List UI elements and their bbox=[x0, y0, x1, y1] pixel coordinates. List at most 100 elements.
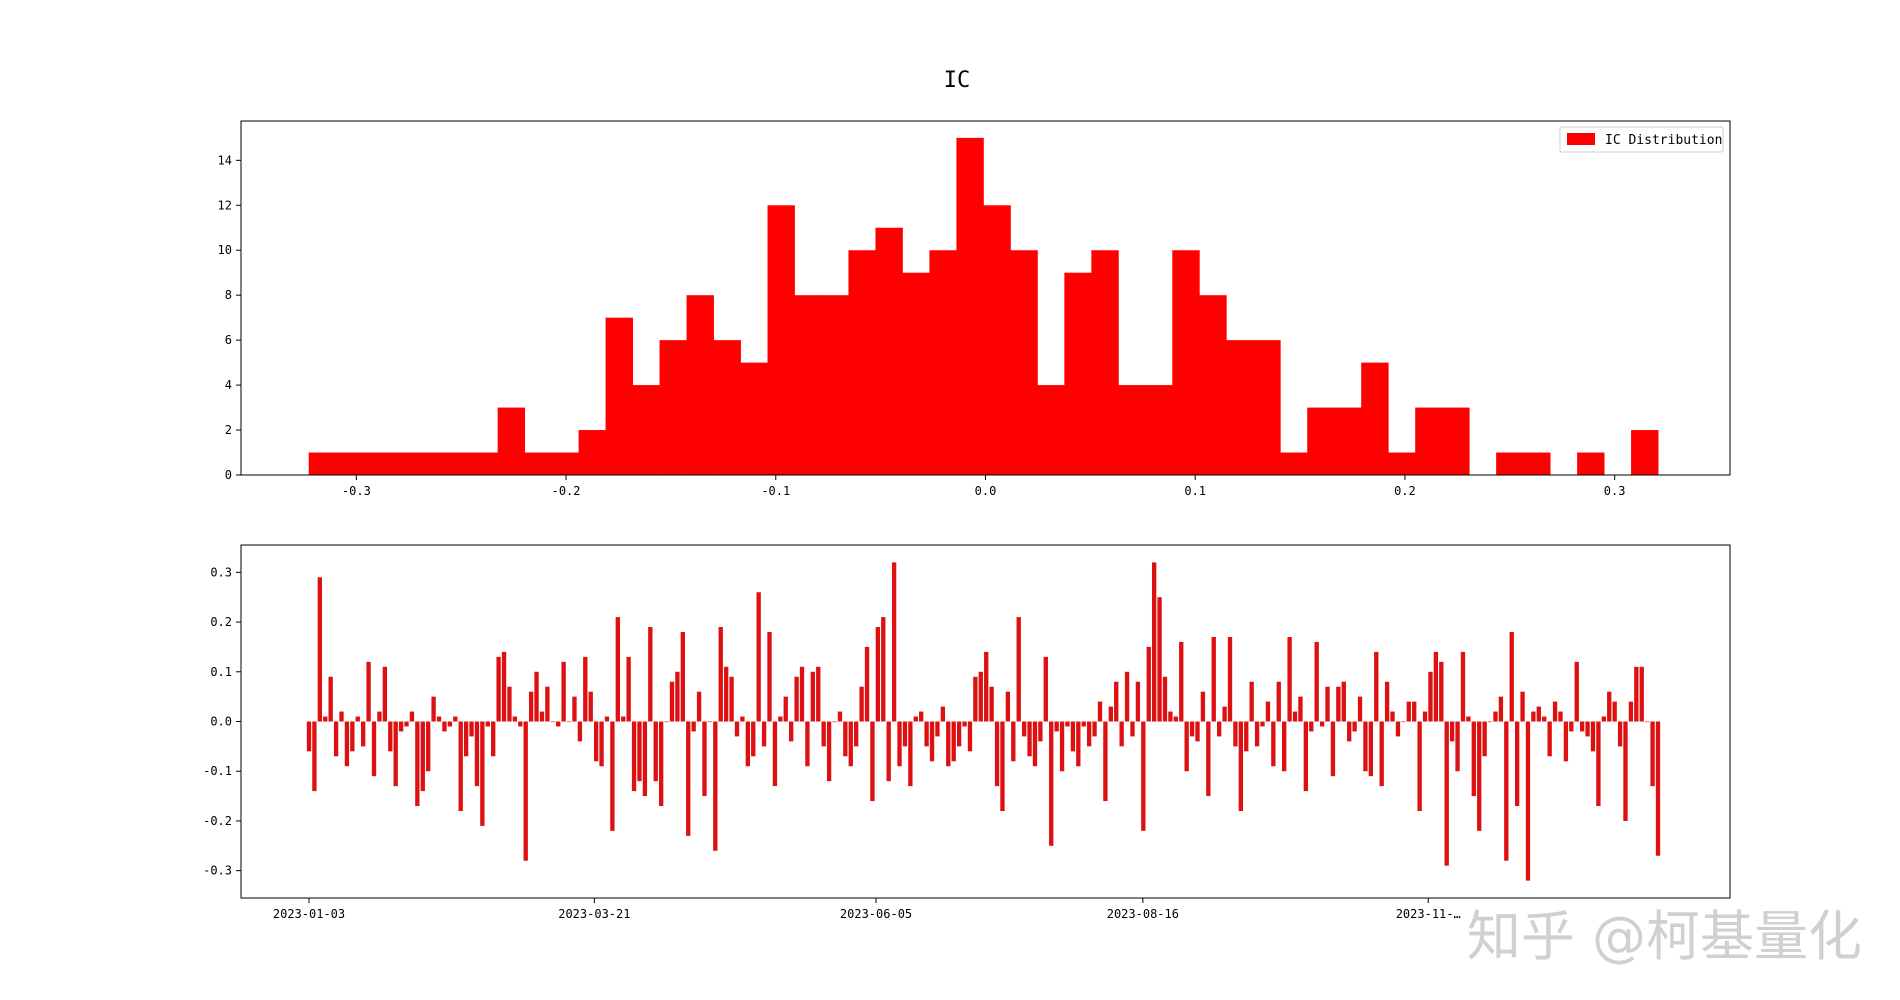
y-tick-label: -0.1 bbox=[203, 764, 232, 778]
daily-ic-bar bbox=[1287, 636, 1292, 722]
daily-ic-bar bbox=[669, 681, 675, 722]
daily-ic-bar bbox=[935, 721, 940, 737]
daily-ic-bar bbox=[1531, 711, 1536, 722]
daily-ic-bar bbox=[1390, 711, 1395, 722]
daily-ic-bar bbox=[642, 721, 648, 797]
daily-ic-bar bbox=[447, 721, 453, 727]
daily-ic-bar bbox=[816, 666, 821, 722]
histogram-bin bbox=[1037, 385, 1065, 475]
y-tick-label: 0 bbox=[225, 468, 232, 482]
y-tick-label: 2 bbox=[225, 423, 232, 437]
daily-ic-bar bbox=[317, 577, 323, 722]
daily-ic-bar bbox=[1363, 721, 1368, 772]
daily-ic-bar bbox=[1233, 721, 1238, 747]
histogram-bin bbox=[1010, 250, 1038, 475]
daily-ic-bar bbox=[680, 632, 685, 722]
daily-ic-bar bbox=[1043, 656, 1048, 722]
histogram-bin bbox=[1361, 362, 1389, 475]
y-tick-label: 6 bbox=[225, 333, 232, 347]
daily-ic-bar bbox=[805, 721, 810, 767]
daily-ic-bar bbox=[371, 721, 377, 777]
daily-ic-bar bbox=[1059, 721, 1065, 772]
histogram-bin bbox=[470, 452, 499, 475]
daily-ic-bar bbox=[1206, 721, 1211, 797]
daily-ic-bar bbox=[1211, 636, 1216, 722]
y-tick-label: -0.3 bbox=[203, 864, 232, 878]
daily-ic-bar bbox=[382, 666, 388, 722]
daily-ic-bar bbox=[658, 721, 664, 807]
daily-ic-bar bbox=[550, 721, 555, 723]
daily-ic-bar bbox=[1244, 721, 1249, 752]
x-tick-label: 2023-03-21 bbox=[558, 907, 630, 921]
x-tick-label: -0.2 bbox=[552, 484, 581, 498]
histogram-bin bbox=[335, 452, 364, 475]
daily-ic-bar bbox=[626, 656, 631, 722]
daily-ic-bar bbox=[463, 721, 469, 757]
daily-ic-bar bbox=[848, 721, 853, 767]
daily-ic-bar bbox=[361, 721, 366, 747]
histogram-bin bbox=[1442, 407, 1470, 475]
daily-ic-bar bbox=[745, 721, 750, 767]
daily-ic-bar bbox=[512, 716, 518, 722]
daily-ic-bar bbox=[545, 686, 550, 722]
daily-ic-bar bbox=[837, 711, 843, 722]
daily-ic-bar bbox=[929, 721, 935, 762]
daily-ic-bar bbox=[1249, 681, 1254, 722]
daily-ic-bar bbox=[740, 716, 745, 722]
daily-ic-bar bbox=[767, 632, 772, 722]
daily-ic-bar bbox=[778, 716, 783, 722]
daily-ic-bar bbox=[648, 627, 653, 722]
daily-ic-bar bbox=[1471, 721, 1476, 797]
histogram-bin bbox=[1280, 452, 1308, 475]
daily-ic-bar bbox=[891, 562, 897, 722]
daily-ic-bar bbox=[1086, 721, 1092, 747]
daily-ic-bar bbox=[588, 691, 593, 722]
daily-ic-bar bbox=[875, 627, 881, 722]
daily-ic-bar bbox=[566, 721, 572, 723]
daily-ic-bar bbox=[366, 661, 371, 722]
daily-ic-bar bbox=[1352, 721, 1357, 732]
x-tick-label: 0.0 bbox=[975, 484, 997, 498]
daily-ic-bar bbox=[1049, 721, 1054, 846]
daily-ic-bar bbox=[1401, 721, 1406, 723]
histogram-bin bbox=[1253, 340, 1281, 475]
histogram-bin bbox=[1091, 250, 1119, 475]
daily-ic-bar bbox=[1341, 681, 1346, 722]
daily-ic-bar bbox=[577, 721, 583, 742]
daily-ic-bar bbox=[1146, 646, 1151, 722]
daily-ic-bar bbox=[1282, 721, 1287, 772]
histogram-bin bbox=[659, 340, 687, 475]
daily-ic-bar bbox=[469, 721, 474, 737]
daily-ic-bar bbox=[523, 721, 528, 861]
daily-ic-bar bbox=[1027, 721, 1032, 757]
daily-ic-bar bbox=[1585, 721, 1590, 737]
daily-ic-bar bbox=[1038, 721, 1043, 742]
daily-ic-bar bbox=[1590, 721, 1596, 752]
watermark: 知乎 @柯基量化 bbox=[1467, 905, 1862, 968]
daily-ic-bar bbox=[713, 721, 718, 851]
x-tick-label: 2023-11-… bbox=[1396, 907, 1461, 921]
daily-ic-bar bbox=[631, 721, 637, 792]
daily-ic-bar bbox=[1612, 701, 1617, 722]
daily-ic-bar bbox=[821, 721, 826, 747]
daily-ic-bar bbox=[1011, 721, 1016, 762]
daily-ic-bar bbox=[1347, 721, 1352, 742]
daily-ic-bar bbox=[593, 721, 599, 762]
x-tick-label: 2023-08-16 bbox=[1107, 907, 1179, 921]
histogram-bin bbox=[848, 250, 876, 475]
daily-ic-bar bbox=[1455, 721, 1460, 772]
histogram-bars bbox=[308, 137, 1659, 476]
daily-ic-bar bbox=[426, 721, 431, 772]
daily-ic-bar bbox=[1650, 721, 1655, 787]
daily-ic-bar bbox=[1276, 681, 1281, 722]
daily-ic-bar bbox=[398, 721, 404, 732]
daily-ic-bar bbox=[1395, 721, 1401, 737]
histogram-bin bbox=[875, 227, 903, 475]
daily-ic-bar bbox=[1406, 701, 1411, 722]
daily-ic-bar bbox=[1644, 721, 1650, 723]
x-tick-label: -0.3 bbox=[342, 484, 371, 498]
histogram-bin bbox=[713, 340, 741, 475]
daily-ic-bar bbox=[913, 716, 918, 722]
daily-ic-bar bbox=[1493, 711, 1498, 722]
daily-ic-bar bbox=[474, 721, 480, 787]
